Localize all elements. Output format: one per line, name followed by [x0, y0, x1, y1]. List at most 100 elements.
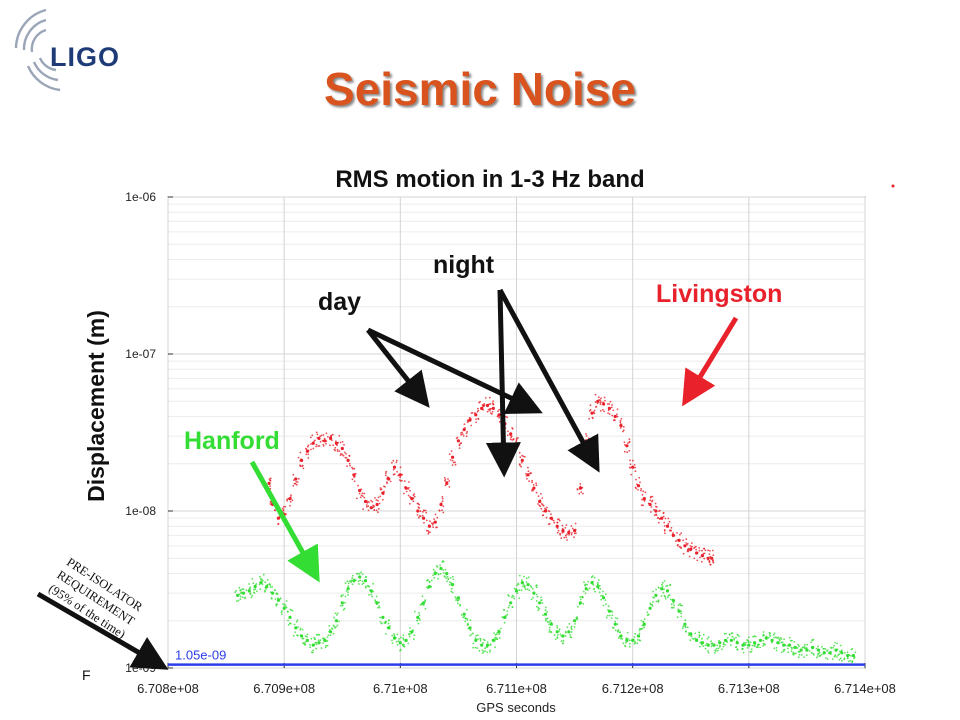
scatter-dot [716, 644, 719, 647]
scatter-dot [285, 513, 287, 516]
scatter-dot [664, 532, 666, 535]
scatter-dot [712, 561, 715, 564]
scatter-dot [638, 632, 641, 635]
scatter-dot [399, 648, 402, 651]
scatter-dot [401, 473, 404, 476]
scatter-dot [269, 586, 272, 589]
livingston-arrow [682, 316, 739, 407]
scatter-dot [593, 576, 596, 579]
scatter-dot [604, 599, 607, 601]
scatter-dot [646, 611, 649, 614]
scatter-dot [604, 399, 606, 402]
scatter-dot [616, 617, 619, 620]
scatter-dot [711, 642, 714, 645]
scatter-dot [817, 645, 819, 648]
scatter-dot [787, 651, 790, 654]
scatter-dot [377, 508, 380, 510]
data-point [456, 596, 460, 600]
scatter-dot [560, 635, 563, 637]
scatter-dot [791, 639, 793, 642]
scatter-dot [461, 431, 463, 434]
scatter-dot [556, 521, 559, 524]
scatter-dot [370, 593, 373, 596]
scatter-dot [708, 553, 711, 555]
scatter-dot [305, 453, 308, 456]
scatter-dot [393, 635, 396, 638]
scatter-dot [506, 610, 509, 613]
data-point [462, 612, 466, 616]
scatter-dot [556, 527, 559, 529]
scatter-dot [286, 610, 289, 613]
scatter-dot [291, 609, 294, 612]
scatter-dot [269, 485, 271, 487]
scatter-dot [851, 660, 854, 663]
data-point [851, 654, 856, 658]
scatter-dot [704, 644, 707, 647]
scatter-dot [717, 647, 720, 650]
scatter-dot [573, 536, 575, 539]
scatter-dot [292, 473, 295, 476]
scatter-dot [517, 444, 520, 447]
scatter-dot [266, 583, 269, 586]
scatter-dot [682, 552, 685, 555]
scatter-dot [358, 492, 361, 495]
scatter-dot [378, 605, 380, 607]
scatter-dot [819, 654, 822, 657]
scatter-dot [535, 600, 538, 602]
scatter-dot [241, 588, 244, 591]
scatter-dot [535, 491, 538, 494]
scatter-dot [574, 623, 576, 625]
scatter-dot [562, 531, 565, 533]
scatter-dot [321, 439, 324, 442]
scatter-dot [548, 631, 551, 633]
scatter-dot [439, 564, 441, 567]
stray-letter: F [82, 667, 91, 683]
scatter-dot [598, 584, 601, 587]
scatter-dot [770, 641, 773, 644]
scatter-dot [372, 582, 375, 585]
scatter-dot [445, 573, 448, 576]
scatter-dot [689, 545, 692, 547]
scatter-dot [427, 532, 430, 535]
scatter-dot [663, 525, 666, 527]
scatter-dot [501, 616, 504, 618]
scatter-dot [671, 534, 674, 536]
data-point [520, 458, 524, 462]
scatter-dot [384, 472, 387, 474]
scatter-dot [731, 632, 734, 635]
scatter-dot [617, 629, 620, 631]
scatter-dot [425, 511, 428, 514]
scatter-dot [836, 656, 838, 658]
scatter-dot [274, 598, 277, 600]
scatter-dot [579, 483, 582, 485]
scatter-dot [643, 618, 646, 620]
scatter-dot [605, 593, 607, 596]
scatter-dot [307, 453, 310, 456]
scatter-dot [336, 612, 339, 615]
scatter-dot [299, 460, 301, 462]
data-point [677, 538, 681, 543]
scatter-dot [556, 636, 559, 639]
scatter-dot [418, 516, 420, 519]
scatter-dot [788, 636, 791, 639]
scatter-dot [375, 509, 378, 512]
annotation-hanford: Hanford [184, 427, 280, 455]
scatter-dot [449, 581, 451, 584]
scatter-dot [542, 510, 545, 513]
scatter-dot [762, 645, 764, 647]
scatter-dot [559, 633, 562, 636]
scatter-dot [607, 409, 610, 412]
scatter-dot [817, 653, 819, 655]
scatter-dot [521, 454, 524, 457]
scatter-dot [548, 623, 550, 626]
scatter-dot [669, 583, 672, 586]
logo-text: LIGO [50, 42, 120, 72]
scatter-dot [384, 474, 387, 477]
scatter-dot [400, 636, 402, 639]
scatter-dot [735, 636, 737, 639]
scatter-dot [348, 455, 351, 457]
scatter-dot [475, 421, 477, 424]
scatter-dot [743, 642, 746, 645]
data-point [520, 581, 524, 585]
scatter-dot [708, 560, 711, 563]
